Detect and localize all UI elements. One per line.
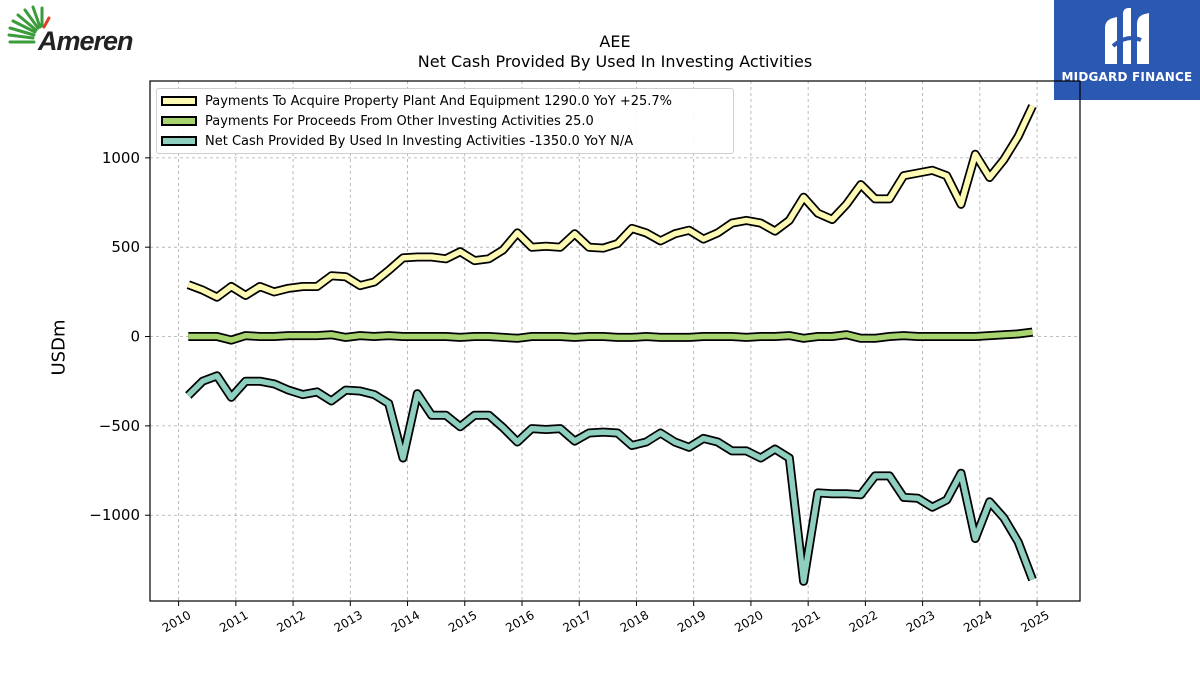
legend-item-other: Payments For Proceeds From Other Investi…	[161, 111, 594, 131]
x-tick-label: 2013	[332, 608, 365, 635]
series-outline-net	[185, 371, 1037, 586]
x-tick-label: 2024	[961, 608, 994, 635]
legend-item-net: Net Cash Provided By Used In Investing A…	[161, 131, 633, 151]
x-tick-label: 2022	[847, 608, 880, 635]
legend-swatch-other	[161, 116, 197, 126]
legend-label-ppe: Payments To Acquire Property Plant And E…	[205, 93, 673, 109]
plot-frame	[149, 80, 1081, 602]
chart-subtitle: Net Cash Provided By Used In Investing A…	[417, 52, 813, 71]
x-tick-label: 2016	[503, 608, 536, 635]
x-axis: 2010 2011 2012 2013 2014 2015 2016 2017 2018 2019…	[160, 601, 1052, 635]
y-tick-label: −500	[99, 417, 140, 435]
x-tick-label: 2010	[160, 608, 193, 635]
y-tick-label: 500	[111, 238, 140, 256]
x-tick-label: 2021	[789, 608, 822, 635]
x-tick-label: 2019	[675, 608, 708, 635]
x-tick-label: 2017	[561, 608, 594, 635]
y-tick-label: −1000	[89, 506, 140, 524]
series-line-ppe	[187, 104, 1035, 300]
series-lines	[185, 104, 1037, 586]
legend-label-other: Payments For Proceeds From Other Investi…	[205, 113, 594, 129]
ameren-logo: Ameren	[4, 4, 144, 58]
legend-swatch-net	[161, 136, 197, 146]
y-tick-label: 0	[130, 328, 140, 346]
ameren-wordmark: Ameren	[38, 26, 134, 56]
x-tick-label: 2020	[732, 608, 765, 635]
x-tick-label: 2014	[389, 608, 422, 635]
x-tick-label: 2025	[1018, 608, 1051, 635]
legend: Payments To Acquire Property Plant And E…	[156, 88, 734, 154]
legend-item-ppe: Payments To Acquire Property Plant And E…	[161, 91, 672, 111]
sunburst-icon	[7, 5, 51, 44]
x-tick-label: 2015	[446, 608, 479, 635]
x-tick-label: 2023	[904, 608, 937, 635]
series-line-other	[188, 329, 1033, 343]
x-tick-label: 2011	[217, 608, 250, 635]
midgard-finance-logo: MIDGARD FINANCE	[1054, 0, 1200, 100]
legend-label-net: Net Cash Provided By Used In Investing A…	[205, 133, 634, 149]
x-tick-label: 2012	[274, 608, 307, 635]
series-line-net	[186, 373, 1036, 585]
midgard-mark-icon	[1105, 8, 1149, 64]
y-axis: −1000 −500 0 500 1000	[89, 149, 150, 524]
x-tick-label: 2018	[618, 608, 651, 635]
midgard-wordmark: MIDGARD FINANCE	[1061, 70, 1193, 84]
legend-swatch-ppe	[161, 96, 197, 106]
chart-title: AEE	[599, 32, 631, 51]
y-tick-label: 1000	[102, 149, 140, 167]
y-axis-label: USDm	[48, 319, 70, 376]
